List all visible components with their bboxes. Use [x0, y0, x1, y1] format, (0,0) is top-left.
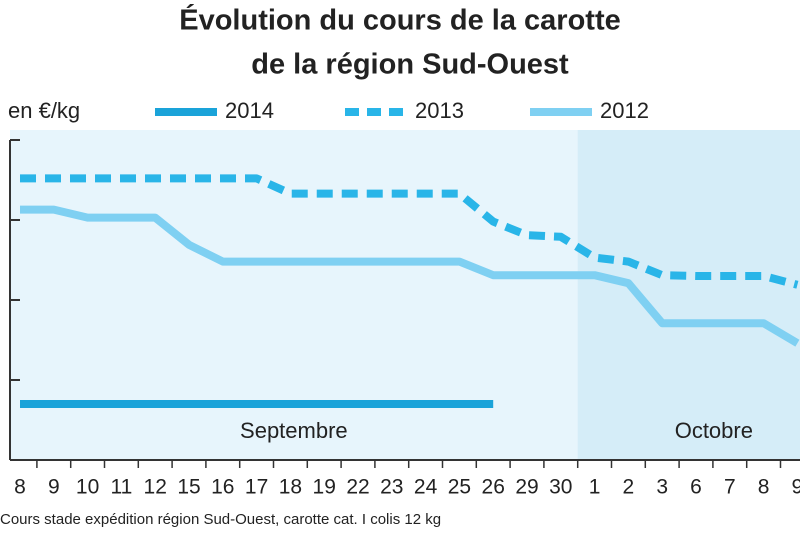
x-tick-label: 6	[690, 476, 702, 499]
legend-label: 2013	[415, 98, 464, 123]
y-axis-label: en €/kg	[8, 98, 80, 123]
x-tick-label: 3	[656, 476, 668, 499]
x-tick-label: 29	[515, 476, 538, 499]
month-label: Septembre	[240, 418, 348, 443]
footnote: Cours stade expédition région Sud-Ouest,…	[0, 511, 441, 528]
x-tick-label: 18	[279, 476, 302, 499]
x-tick-label: 24	[414, 476, 438, 499]
x-tick-label: 10	[76, 476, 99, 499]
chart-title: de la région Sud-Ouest	[251, 49, 569, 81]
series-line	[20, 205, 800, 347]
x-tick-label: 2	[623, 476, 635, 499]
x-tick-label: 15	[177, 476, 200, 499]
month-band	[577, 130, 800, 460]
legend-label: 2012	[600, 98, 649, 123]
chart-title: Évolution du cours de la carotte	[179, 3, 621, 37]
x-tick-label: 9	[792, 476, 800, 499]
x-tick-label: 7	[724, 476, 736, 499]
x-tick-label: 1	[589, 476, 601, 499]
x-tick-label: 23	[380, 476, 403, 499]
x-tick-label: 25	[448, 476, 471, 499]
x-tick-label: 9	[48, 476, 60, 499]
x-tick-label: 17	[245, 476, 268, 499]
x-tick-label: 19	[313, 476, 336, 499]
x-tick-label: 12	[144, 476, 167, 499]
x-tick-label: 26	[482, 476, 505, 499]
month-label: Octobre	[675, 418, 753, 443]
legend-label: 2014	[225, 98, 274, 123]
series-line	[20, 174, 799, 289]
x-tick-label: 8	[14, 476, 26, 499]
x-tick-label: 22	[346, 476, 369, 499]
x-tick-label: 16	[211, 476, 234, 499]
x-tick-label: 11	[110, 476, 132, 499]
x-tick-label: 30	[549, 476, 572, 499]
x-tick-label: 8	[758, 476, 770, 499]
